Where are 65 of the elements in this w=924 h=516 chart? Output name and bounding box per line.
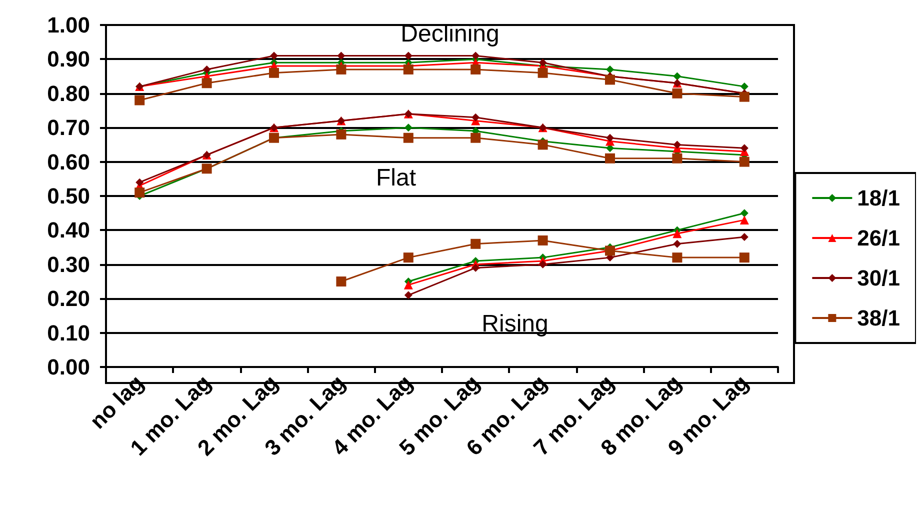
point bbox=[403, 252, 414, 263]
y-tick-label: 1.00 bbox=[47, 12, 90, 38]
point bbox=[605, 153, 615, 164]
point bbox=[605, 74, 615, 85]
point bbox=[472, 113, 480, 122]
point bbox=[470, 64, 481, 74]
legend-label: 18/1 bbox=[857, 186, 900, 210]
point bbox=[337, 52, 346, 60]
point bbox=[404, 52, 412, 60]
point bbox=[336, 276, 346, 286]
y-tick-label: 0.70 bbox=[47, 115, 90, 140]
legend-label: 30/1 bbox=[857, 266, 900, 290]
point bbox=[740, 82, 748, 91]
annotation: Rising bbox=[482, 310, 548, 338]
point bbox=[134, 95, 145, 106]
point bbox=[470, 132, 481, 143]
point bbox=[336, 129, 346, 140]
point bbox=[134, 188, 145, 198]
point bbox=[739, 252, 750, 263]
point bbox=[202, 78, 212, 88]
point bbox=[136, 178, 144, 186]
point bbox=[538, 260, 547, 268]
point bbox=[404, 291, 412, 300]
legend-label: 38/1 bbox=[857, 306, 900, 330]
y-tick-label: 0.60 bbox=[47, 149, 90, 174]
point bbox=[472, 264, 480, 272]
y-tick-label: 0.50 bbox=[47, 184, 90, 208]
point bbox=[270, 52, 278, 60]
point bbox=[403, 132, 414, 143]
point bbox=[740, 209, 748, 218]
point bbox=[672, 88, 682, 98]
point bbox=[404, 124, 412, 132]
annotation: Declining bbox=[400, 20, 500, 48]
y-tick-label: 0.90 bbox=[47, 46, 90, 72]
point bbox=[672, 229, 682, 238]
point bbox=[740, 144, 748, 152]
annotation: Flat bbox=[376, 164, 416, 192]
point bbox=[538, 235, 548, 246]
point bbox=[672, 252, 682, 263]
y-tick-label: 0.10 bbox=[47, 320, 90, 346]
y-tick-label: 0.80 bbox=[47, 80, 90, 106]
y-tick-label: 0.30 bbox=[47, 252, 90, 277]
point bbox=[673, 140, 682, 149]
point bbox=[538, 140, 548, 150]
point bbox=[336, 64, 346, 74]
y-tick-label: 0.20 bbox=[47, 286, 90, 312]
point bbox=[606, 134, 614, 142]
point bbox=[673, 72, 682, 80]
point bbox=[740, 233, 748, 242]
point bbox=[538, 68, 548, 78]
point bbox=[538, 58, 547, 67]
y-tick-label: 0.00 bbox=[47, 354, 90, 380]
point bbox=[470, 238, 481, 249]
point bbox=[740, 215, 749, 224]
point bbox=[739, 156, 750, 167]
point bbox=[672, 153, 682, 164]
point bbox=[202, 65, 211, 74]
point bbox=[404, 280, 413, 290]
point bbox=[739, 92, 750, 102]
point bbox=[269, 68, 279, 78]
point bbox=[606, 65, 614, 74]
y-tick-label: 0.40 bbox=[47, 218, 90, 243]
point bbox=[673, 240, 682, 248]
point bbox=[472, 52, 480, 60]
legend-label: 26/1 bbox=[857, 226, 900, 250]
